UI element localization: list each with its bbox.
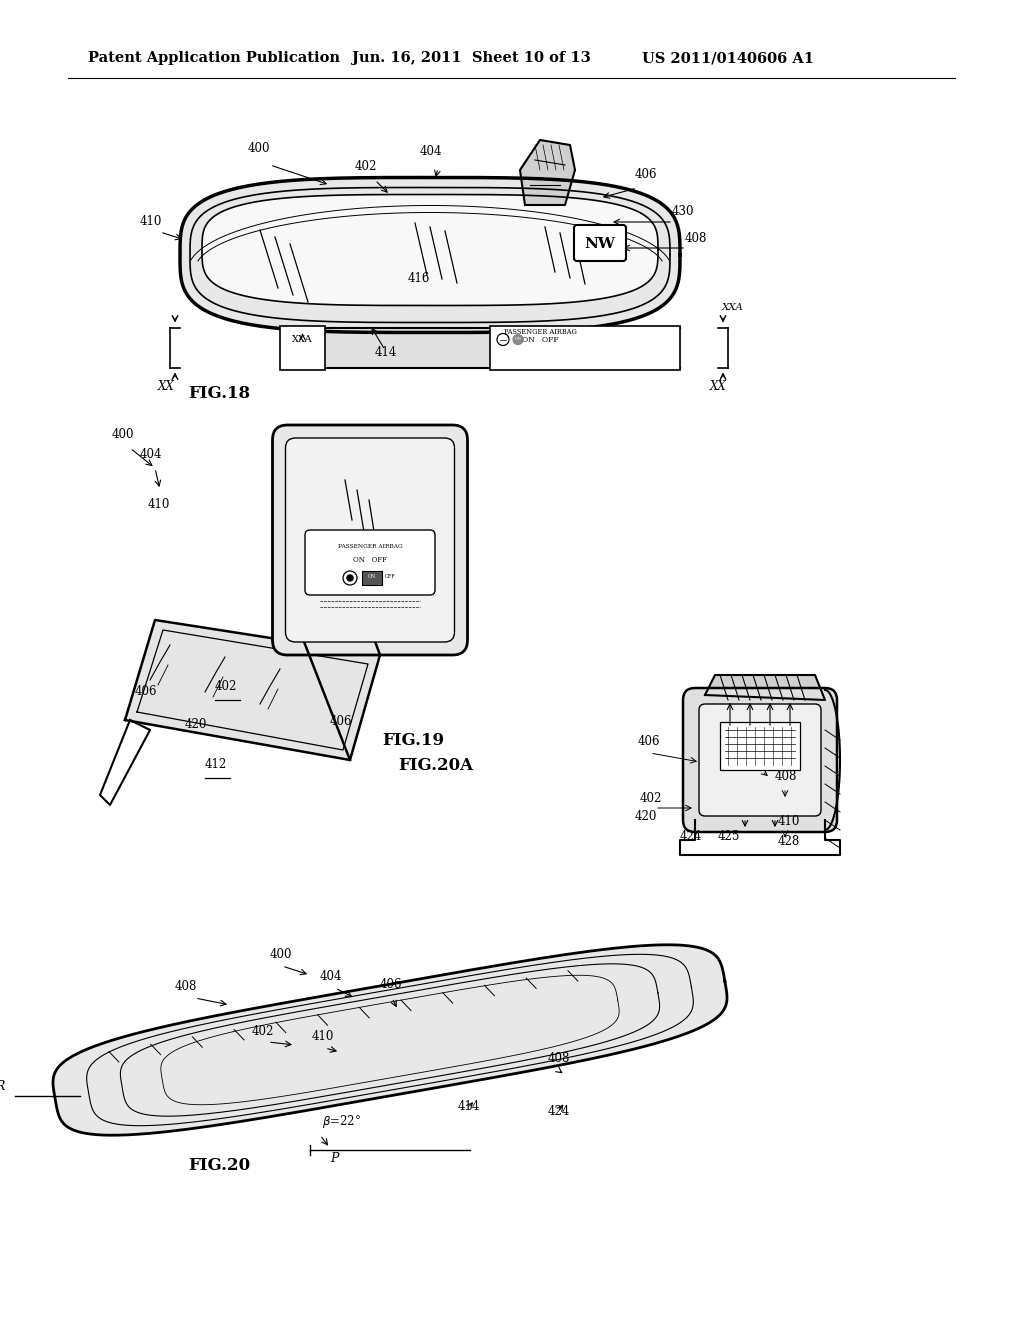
Text: 412: 412 [295,348,317,360]
Text: PASSENGER AIRBAG: PASSENGER AIRBAG [504,327,577,335]
Circle shape [347,576,353,581]
Text: 404: 404 [720,735,742,748]
Text: 410: 410 [148,498,170,511]
Text: 410: 410 [140,215,163,228]
Text: ON   OFF: ON OFF [353,556,387,564]
Text: 422: 422 [522,341,544,352]
Text: Jun. 16, 2011  Sheet 10 of 13: Jun. 16, 2011 Sheet 10 of 13 [352,51,591,65]
Bar [280,326,325,370]
Text: 430: 430 [672,205,694,218]
Bar [490,326,680,370]
Text: 402: 402 [252,1026,274,1038]
Text: 420: 420 [635,810,657,822]
Text: 424: 424 [680,830,702,843]
Polygon shape [202,194,658,305]
Text: 408: 408 [685,232,708,246]
FancyBboxPatch shape [272,425,468,655]
Text: 406: 406 [635,168,657,181]
Text: 402: 402 [215,680,238,693]
Text: 410: 410 [310,438,333,451]
Text: 408: 408 [390,442,413,455]
Text: 410: 410 [312,1030,335,1043]
Text: 408: 408 [775,770,798,783]
Text: 404: 404 [140,447,163,461]
Text: 424: 424 [420,506,442,517]
Text: 418: 418 [368,579,390,593]
Text: 414: 414 [375,346,397,359]
FancyBboxPatch shape [683,688,837,832]
Text: XX: XX [158,380,175,392]
Text: 408: 408 [175,979,198,993]
Bar [720,722,800,770]
Text: 420: 420 [185,718,208,731]
Text: 425: 425 [718,830,740,843]
Text: 414: 414 [458,1100,480,1113]
Text: 416: 416 [408,272,430,285]
Text: Patent Application Publication: Patent Application Publication [88,51,340,65]
FancyBboxPatch shape [305,531,435,595]
Text: R: R [0,1080,4,1093]
Text: ON: ON [514,338,521,342]
Text: 400: 400 [270,948,293,961]
Polygon shape [319,327,680,367]
Text: OFF: OFF [385,574,395,579]
Text: 406: 406 [638,735,660,748]
FancyBboxPatch shape [574,224,626,261]
Text: ON   OFF: ON OFF [521,337,558,345]
FancyBboxPatch shape [286,438,455,642]
Text: P: P [330,1152,338,1166]
Text: $\beta$=22°: $\beta$=22° [322,1113,361,1130]
Text: 404: 404 [420,145,442,158]
FancyBboxPatch shape [699,704,821,816]
Text: 412: 412 [205,758,227,771]
Text: XXA: XXA [722,302,743,312]
Polygon shape [125,620,380,760]
Text: NW: NW [585,238,615,251]
Text: 400: 400 [112,428,134,441]
Text: ON: ON [368,574,376,579]
Polygon shape [53,945,727,1135]
Text: 428: 428 [778,836,800,847]
Text: FIG.20A: FIG.20A [398,756,473,774]
Text: 424: 424 [608,341,631,352]
Text: US 2011/0140606 A1: US 2011/0140606 A1 [642,51,814,65]
Text: 402: 402 [355,160,378,173]
Text: FIG.18: FIG.18 [188,384,250,401]
Text: 424: 424 [548,1105,570,1118]
Text: PASSENGER AIRBAG: PASSENGER AIRBAG [338,544,402,549]
Text: XXA: XXA [292,335,312,345]
Polygon shape [180,177,680,333]
Text: 426: 426 [752,752,774,766]
FancyBboxPatch shape [362,572,382,585]
Text: XX: XX [710,380,727,392]
Text: 408: 408 [548,1052,570,1065]
Circle shape [513,334,523,345]
Text: FIG.20: FIG.20 [188,1158,250,1173]
Text: FIG.19: FIG.19 [382,733,444,748]
Text: 406: 406 [380,978,402,991]
Text: 404: 404 [319,970,342,983]
Text: 406: 406 [135,685,158,698]
Text: 410: 410 [778,814,801,828]
Text: 406: 406 [330,715,352,729]
Text: 400: 400 [248,143,270,154]
Polygon shape [705,675,825,700]
Text: 402: 402 [640,792,663,805]
Polygon shape [520,140,575,205]
Text: 414: 414 [390,469,413,480]
Text: 422: 422 [328,438,350,451]
